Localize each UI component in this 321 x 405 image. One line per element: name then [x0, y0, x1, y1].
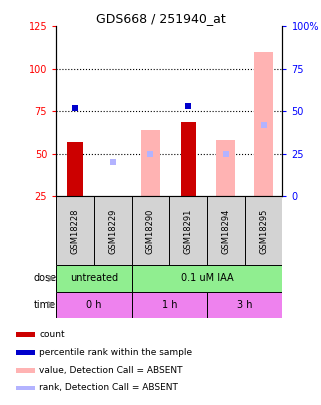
- Text: GSM18290: GSM18290: [146, 208, 155, 254]
- Text: untreated: untreated: [70, 273, 118, 283]
- Text: rank, Detection Call = ABSENT: rank, Detection Call = ABSENT: [39, 384, 178, 392]
- Text: GDS668 / 251940_at: GDS668 / 251940_at: [96, 12, 225, 25]
- Bar: [16, 350, 35, 355]
- Bar: [16, 332, 35, 337]
- Bar: [216, 140, 235, 196]
- Text: count: count: [39, 330, 65, 339]
- Bar: [207, 292, 282, 318]
- Bar: [132, 265, 282, 292]
- Text: GSM18291: GSM18291: [184, 208, 193, 254]
- Bar: [16, 386, 35, 390]
- Text: percentile rank within the sample: percentile rank within the sample: [39, 348, 193, 357]
- Text: GSM18295: GSM18295: [259, 208, 268, 254]
- Text: value, Detection Call = ABSENT: value, Detection Call = ABSENT: [39, 366, 183, 375]
- Bar: [181, 122, 196, 196]
- Bar: [141, 130, 160, 196]
- Bar: [56, 265, 132, 292]
- Text: GSM18228: GSM18228: [71, 208, 80, 254]
- Text: 1 h: 1 h: [161, 300, 177, 310]
- Text: 3 h: 3 h: [237, 300, 253, 310]
- Bar: [16, 368, 35, 373]
- Text: 0 h: 0 h: [86, 300, 102, 310]
- Bar: [132, 292, 207, 318]
- Bar: [67, 142, 82, 196]
- Bar: [56, 292, 132, 318]
- Text: time: time: [34, 300, 56, 310]
- Text: dose: dose: [33, 273, 56, 283]
- Text: GSM18229: GSM18229: [108, 208, 117, 254]
- Text: GSM18294: GSM18294: [221, 208, 230, 254]
- Bar: [254, 52, 273, 196]
- Text: 0.1 uM IAA: 0.1 uM IAA: [181, 273, 233, 283]
